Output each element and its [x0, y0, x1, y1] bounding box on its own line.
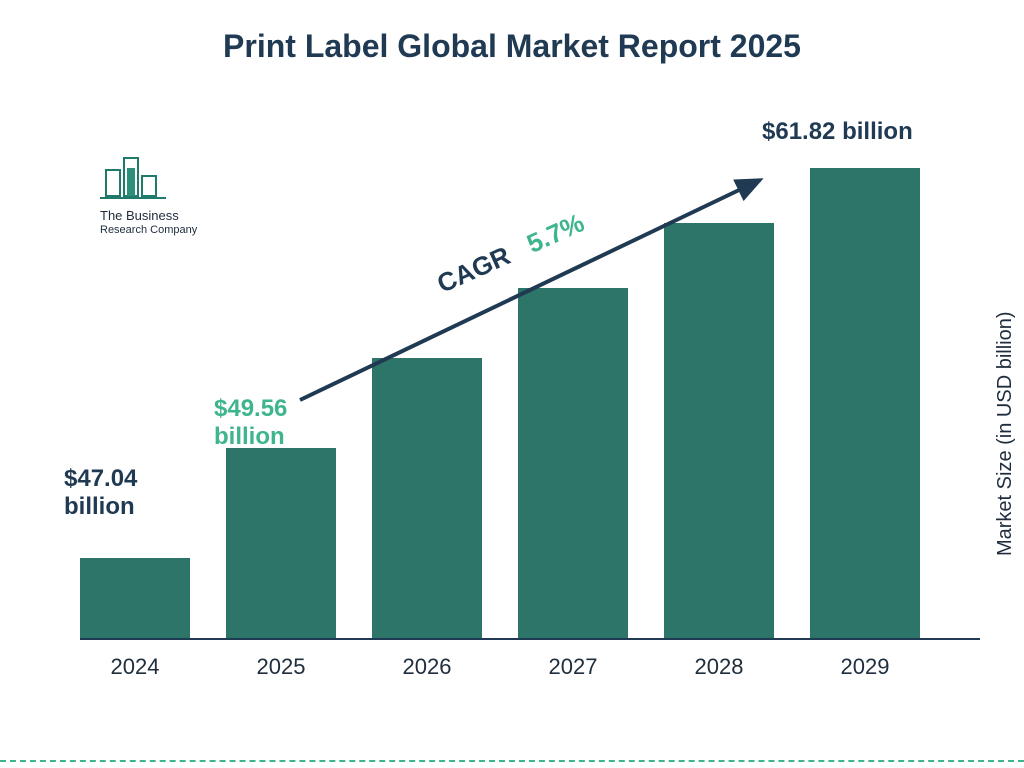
x-tick-2029: 2029	[810, 654, 920, 680]
x-tick-2026: 2026	[372, 654, 482, 680]
x-tick-2024: 2024	[80, 654, 190, 680]
x-tick-2025: 2025	[226, 654, 336, 680]
page: Print Label Global Market Report 2025 Th…	[0, 0, 1024, 768]
value-label-2029: $61.82 billion	[762, 118, 913, 146]
bar-2028	[664, 223, 774, 638]
chart-title: Print Label Global Market Report 2025	[0, 28, 1024, 65]
value-label-2025: $49.56 billion	[214, 395, 287, 450]
x-tick-2028: 2028	[664, 654, 774, 680]
bar-2025	[226, 448, 336, 638]
x-tick-2027: 2027	[518, 654, 628, 680]
value-label-2024: $47.04 billion	[64, 465, 137, 520]
dashed-divider	[0, 760, 1024, 762]
bar-2029	[810, 168, 920, 638]
y-axis-label: Market Size (in USD billion)	[995, 312, 1018, 557]
x-axis-line	[80, 638, 980, 640]
bar-2024	[80, 558, 190, 638]
bar-chart: 2024 2025 2026 2027 2028 2029	[80, 120, 960, 680]
bar-2026	[372, 358, 482, 638]
bar-2027	[518, 288, 628, 638]
